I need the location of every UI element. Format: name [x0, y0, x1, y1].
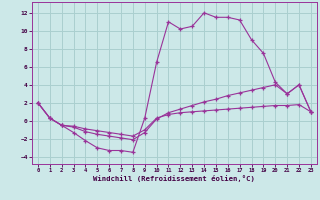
X-axis label: Windchill (Refroidissement éolien,°C): Windchill (Refroidissement éolien,°C) [93, 175, 255, 182]
